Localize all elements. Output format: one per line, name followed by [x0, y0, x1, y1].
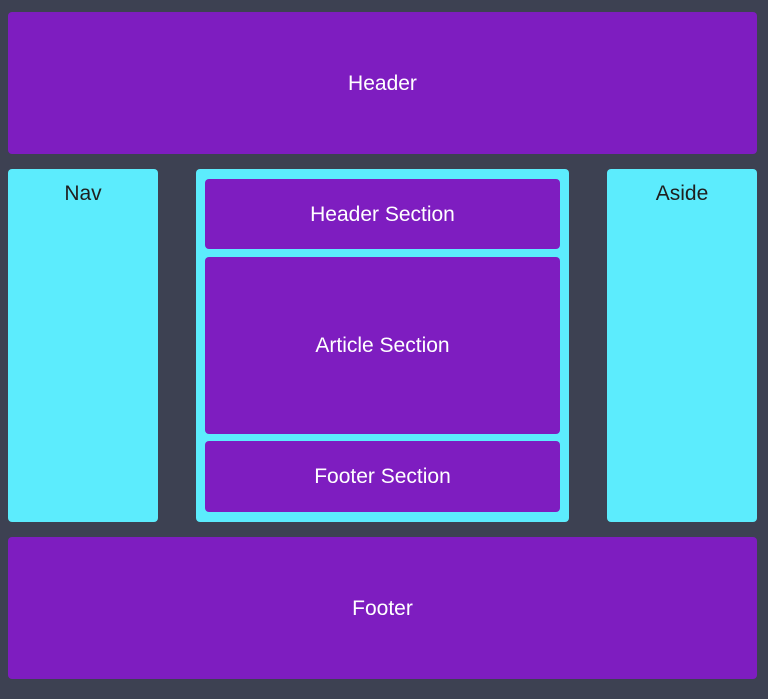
header-section-label: Header Section — [310, 202, 455, 226]
header-label: Header — [348, 71, 417, 95]
nav-label: Nav — [64, 182, 102, 205]
page-footer-block: Footer — [8, 537, 757, 679]
nav-block: Nav — [8, 169, 158, 522]
aside-label: Aside — [655, 182, 709, 205]
aside-block: Aside — [607, 169, 757, 522]
footer-section-label: Footer Section — [314, 465, 451, 488]
footer-section-block: Footer Section — [205, 441, 560, 512]
article-section-label: Article Section — [315, 334, 450, 357]
article-section-block: Article Section — [205, 257, 560, 434]
page-header-block: Header — [8, 12, 757, 154]
header-section-block: Header Section — [205, 179, 560, 249]
footer-label: Footer — [352, 596, 413, 620]
